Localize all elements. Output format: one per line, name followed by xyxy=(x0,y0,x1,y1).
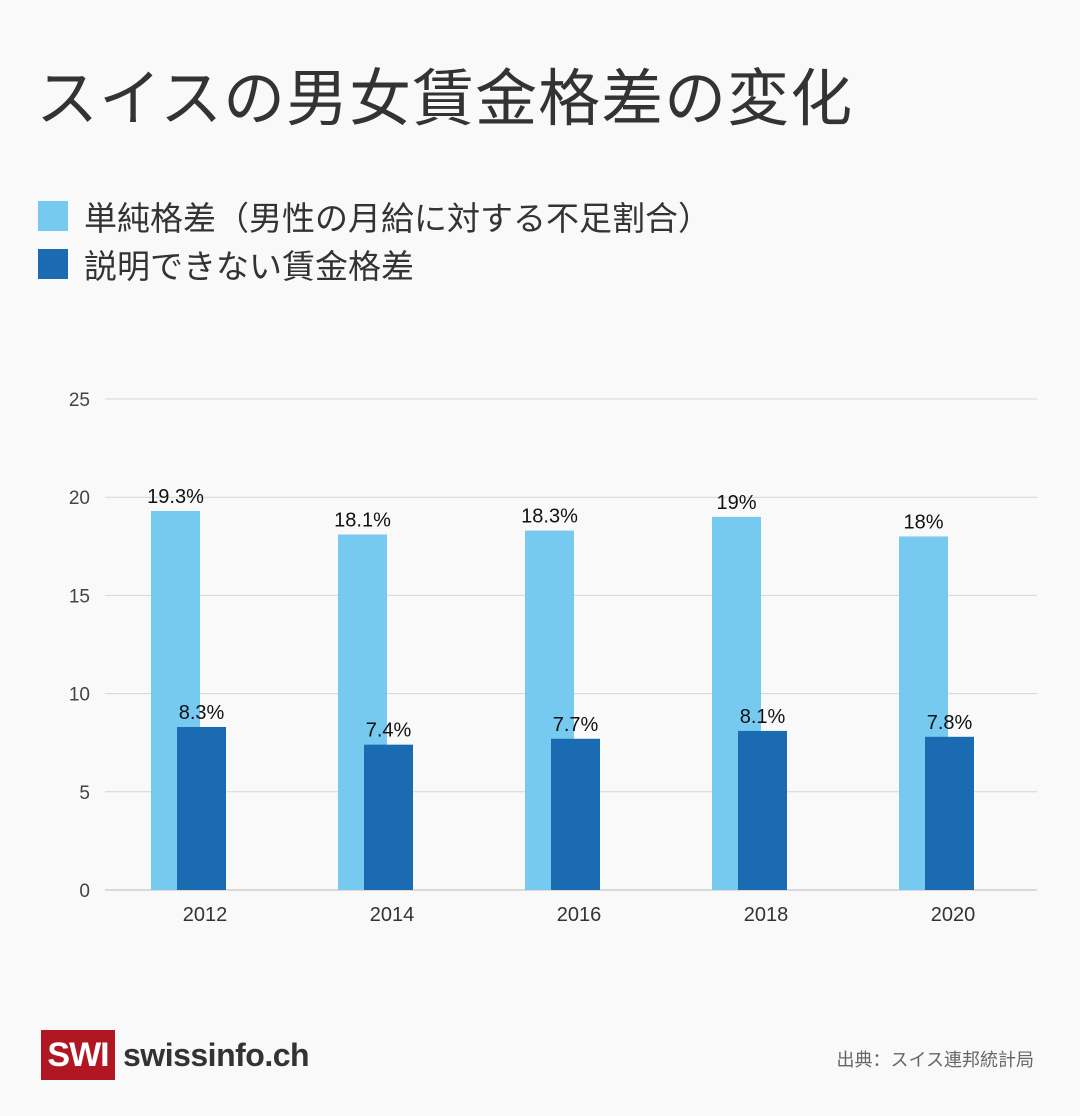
legend-label: 説明できない賃金格差 xyxy=(84,247,414,286)
data-label: 7.4% xyxy=(366,720,412,742)
data-label: 7.7% xyxy=(553,714,599,736)
swissinfo-logo: SWI swissinfo.ch xyxy=(41,1030,310,1080)
x-tick-label: 2020 xyxy=(931,904,976,926)
data-label: 19.3% xyxy=(147,486,204,508)
logo-text: swissinfo.ch xyxy=(123,1036,310,1073)
legend-item-raw-gap: 単純格差（男性の月給に対する不足割合） xyxy=(38,192,711,240)
legend: 単純格差（男性の月給に対する不足割合） 説明できない賃金格差 xyxy=(38,192,711,288)
x-tick-label: 2014 xyxy=(370,904,415,926)
y-tick-label: 15 xyxy=(69,586,90,607)
data-label: 8.3% xyxy=(179,702,225,724)
x-tick-label: 2018 xyxy=(744,904,789,926)
y-tick-label: 20 xyxy=(69,488,90,509)
legend-label: 単純格差（男性の月給に対する不足割合） xyxy=(84,199,711,238)
data-label: 18% xyxy=(903,511,943,533)
bar-unexplained-gap xyxy=(177,726,226,890)
y-tick-label: 25 xyxy=(69,390,90,411)
data-label: 19% xyxy=(716,492,756,514)
source-note: 出典：スイス連邦統計局 xyxy=(836,1050,1034,1071)
x-tick-label: 2016 xyxy=(557,904,602,926)
y-tick-label: 10 xyxy=(69,685,90,706)
legend-item-unexplained-gap: 説明できない賃金格差 xyxy=(38,240,711,288)
bar-unexplained-gap xyxy=(738,730,787,890)
y-tick-label: 0 xyxy=(79,881,90,902)
x-tick-label: 2012 xyxy=(183,904,228,926)
bar-unexplained-gap xyxy=(925,736,974,890)
legend-swatch-raw-gap xyxy=(38,201,68,231)
logo-mark: SWI xyxy=(41,1030,115,1080)
data-label: 7.8% xyxy=(927,712,973,734)
data-label: 18.3% xyxy=(521,506,578,528)
y-tick-label: 5 xyxy=(79,783,90,804)
data-label: 18.1% xyxy=(334,510,391,532)
legend-swatch-unexplained-gap xyxy=(38,249,68,279)
data-label: 8.1% xyxy=(740,706,786,728)
bar-unexplained-gap xyxy=(364,744,413,890)
chart-title: スイスの男女賃金格差の変化 xyxy=(36,62,854,135)
bar-unexplained-gap xyxy=(551,738,600,890)
